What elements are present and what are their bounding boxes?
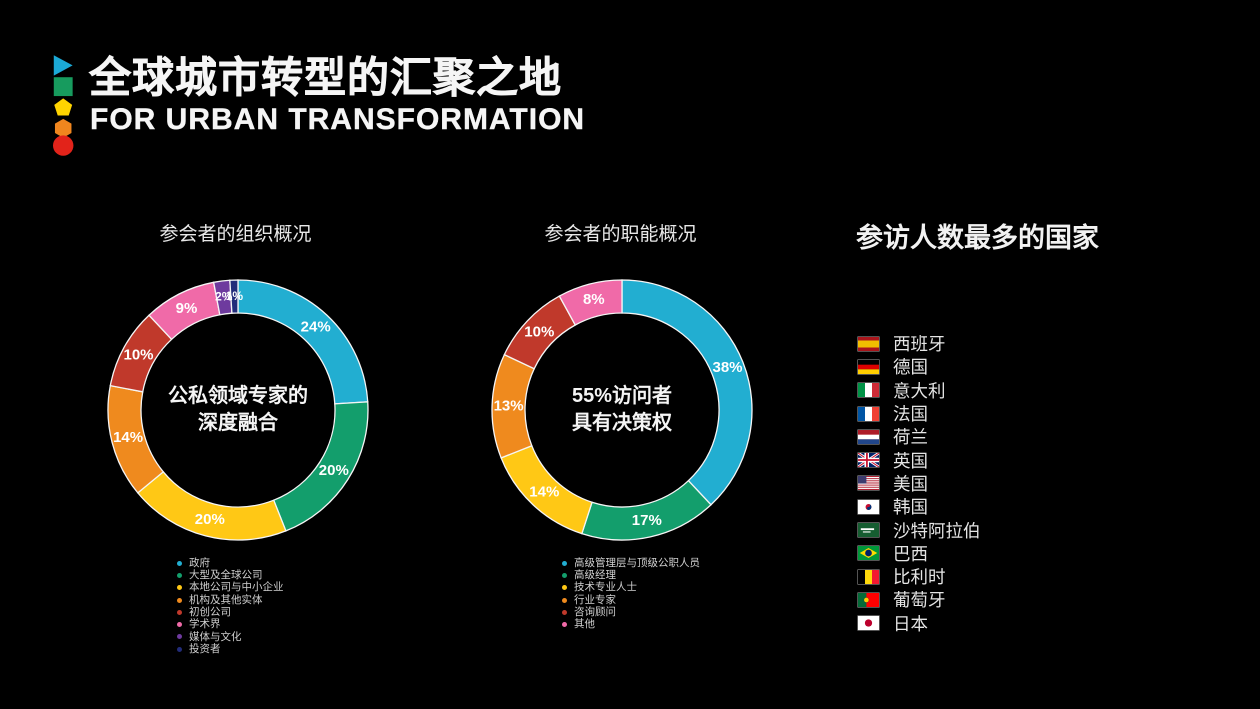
svg-text:9%: 9% (176, 300, 198, 317)
svg-text:10%: 10% (524, 323, 554, 340)
svg-text:17%: 17% (632, 512, 662, 529)
svg-text:20%: 20% (195, 511, 225, 528)
svg-text:38%: 38% (712, 359, 742, 376)
svg-text:8%: 8% (583, 291, 605, 308)
svg-text:24%: 24% (301, 318, 331, 335)
svg-text:14%: 14% (529, 484, 559, 501)
svg-text:20%: 20% (319, 462, 349, 479)
svg-text:1%: 1% (226, 289, 244, 303)
svg-text:10%: 10% (123, 346, 153, 363)
